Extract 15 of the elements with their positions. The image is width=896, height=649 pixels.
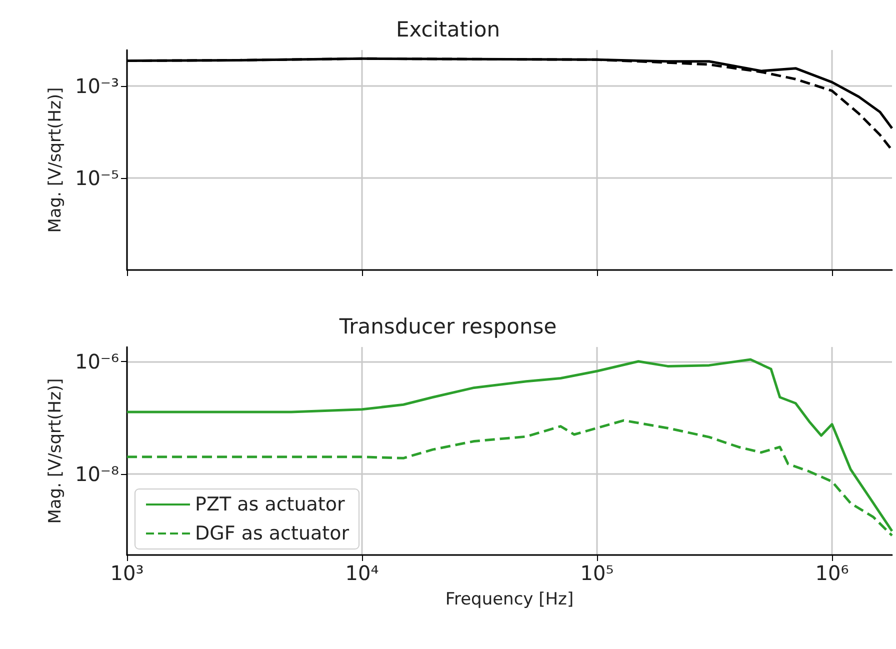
y-tick-label: 10⁻⁸ xyxy=(74,462,119,486)
x-tick-label: 10⁶ xyxy=(815,561,849,585)
legend-label: DGF as actuator xyxy=(195,522,350,544)
y-axis-title: Mag. [V/sqrt(Hz)] xyxy=(46,378,66,524)
x-tick-label: 10⁵ xyxy=(580,561,614,585)
y-tick-label: 10⁻⁶ xyxy=(74,349,119,374)
y-axis-title: Mag. [V/sqrt(Hz)] xyxy=(46,87,66,233)
x-tick-label: 10³ xyxy=(110,561,144,585)
y-tick-label: 10⁻³ xyxy=(74,74,119,98)
chart-title: Excitation xyxy=(396,18,500,42)
x-tick-label: 10⁴ xyxy=(345,561,379,585)
chart-title: Transducer response xyxy=(338,314,557,338)
y-tick-label: 10⁻⁵ xyxy=(74,166,119,190)
x-axis-title: Frequency [Hz] xyxy=(445,590,574,610)
legend-label: PZT as actuator xyxy=(195,494,345,516)
